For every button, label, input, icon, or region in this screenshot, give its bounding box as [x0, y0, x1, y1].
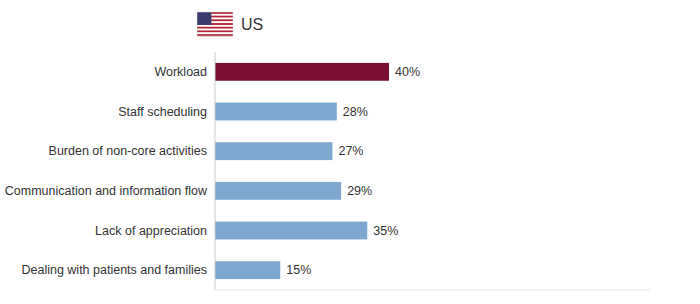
category-label: Burden of non-core activities — [49, 144, 207, 158]
data-label: 15% — [286, 263, 311, 277]
category-label: Staff scheduling — [118, 105, 207, 119]
bar — [215, 63, 389, 81]
chart: Dealing with patients and families Lack o… — [0, 0, 700, 304]
legend-flag-canton — [197, 12, 211, 25]
legend-flag-stripe — [197, 25, 233, 27]
legend-flag-stripe — [197, 32, 233, 34]
y-axis-line — [215, 52, 216, 290]
bar — [215, 261, 280, 279]
bar — [215, 103, 337, 121]
bar — [215, 222, 367, 240]
chart-container: Dealing with patients and families Lack o… — [0, 0, 700, 304]
bar — [215, 182, 341, 200]
x-axis-line — [215, 290, 650, 291]
category-label: Lack of appreciation — [95, 224, 207, 238]
data-label: 40% — [395, 65, 420, 79]
category-label: Workload — [154, 65, 207, 79]
category-label: Dealing with patients and families — [21, 263, 207, 277]
legend-flag-border — [197, 12, 233, 36]
legend-flag-stripe — [197, 30, 233, 32]
data-label: 27% — [338, 144, 363, 158]
category-label: Communication and information flow — [5, 184, 208, 198]
bar — [215, 142, 332, 160]
data-label: 28% — [343, 105, 368, 119]
data-label: 35% — [373, 224, 398, 238]
legend-label: US — [241, 16, 263, 33]
bars — [215, 63, 389, 279]
legend: US — [197, 12, 263, 36]
data-label: 29% — [347, 184, 372, 198]
legend-flag-stripe — [197, 27, 233, 29]
legend-flag-stripe — [197, 29, 233, 31]
